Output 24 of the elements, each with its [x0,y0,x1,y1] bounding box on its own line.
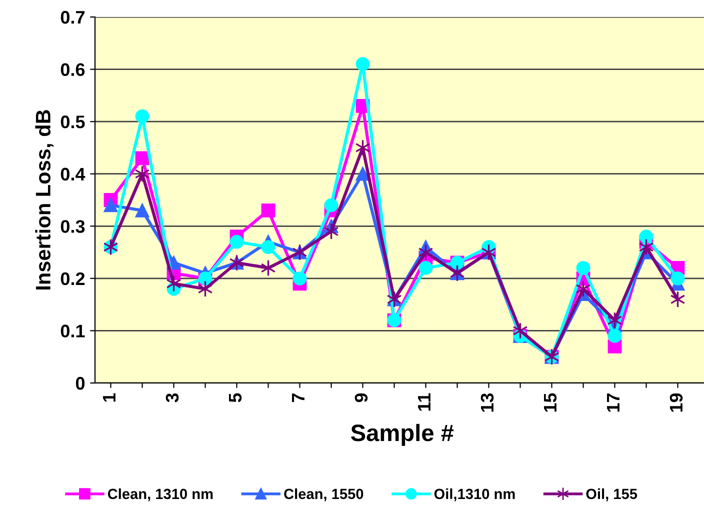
y-axis-title: Insertion Loss, dB [35,110,54,290]
y-tick-label: 0.5 [60,116,85,128]
y-tick-label: 0.7 [60,10,84,24]
legend-label: Oil,1310 nm [434,488,515,502]
y-tick-label: 0.2 [60,272,85,286]
y-tick-label: 0.4 [60,168,86,181]
y-tick-label: 0.1 [60,324,85,338]
x-tick-label: 5 [228,393,242,402]
y-tick-label: 0.6 [60,63,85,76]
x-tick-label: 3 [166,393,179,402]
y-tick-label: 0 [76,376,85,390]
legend-label: Clean, 1310 nm [108,488,213,502]
x-tick-label: 13 [480,393,494,412]
x-tick-label: 15 [544,393,557,412]
x-axis-title: Sample # [350,424,454,446]
y-tick-label: 0.3 [60,220,85,233]
x-tick-label: 9 [354,393,368,402]
legend-label: Clean, 1550 [284,488,364,502]
x-tick-label: 19 [670,393,683,412]
legend-label: Oil, 155 [586,488,638,502]
x-tick-label: 1 [102,393,116,402]
x-tick-label: 7 [292,394,304,402]
x-tick-label: 11 [418,393,430,411]
x-tick-label: 17 [606,394,620,412]
